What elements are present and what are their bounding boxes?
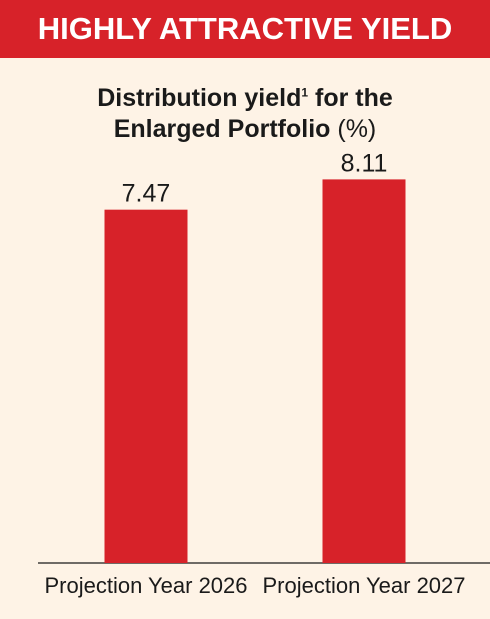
bar-value-label-2: 8.11: [341, 149, 388, 177]
chart-title-part1: Distribution yield: [97, 84, 302, 112]
chart-title: Distribution yield1 for the Enlarged Por…: [0, 83, 490, 145]
chart-title-line2: Enlarged Portfolio: [113, 115, 331, 143]
banner: HIGHLY ATTRACTIVE YIELD: [0, 0, 490, 58]
banner-title: HIGHLY ATTRACTIVE YIELD: [37, 11, 453, 46]
bar-value-label-1: 7.47: [122, 180, 171, 208]
chart-title-part2: for the: [308, 84, 393, 112]
category-label-1: Projection Year 2026: [44, 573, 247, 598]
category-label-2: Projection Year 2027: [262, 573, 465, 598]
bars-group: 7.47 Projection Year 2026 8.11 Projection Y…: [44, 149, 465, 598]
bar-2: [322, 179, 406, 563]
chart-title-unit: (%): [330, 115, 377, 143]
bar-1: [104, 209, 188, 563]
chart-title-footnote-marker: 1: [301, 85, 309, 100]
